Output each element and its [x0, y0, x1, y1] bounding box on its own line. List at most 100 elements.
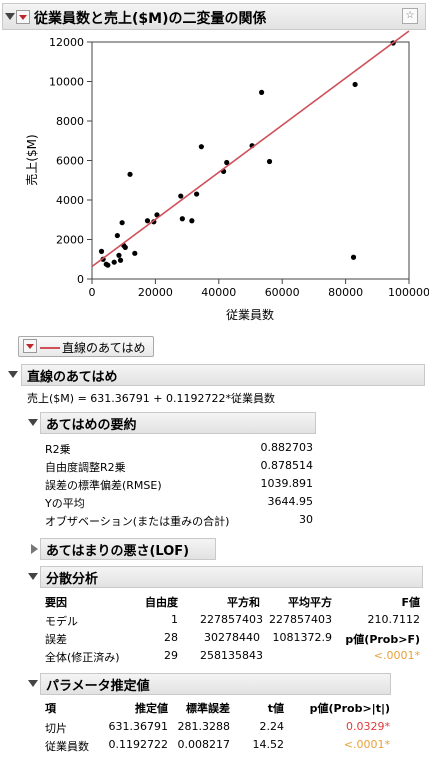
params-title: パラメータ推定値: [46, 679, 150, 694]
summary-value: 3644.95: [267, 495, 314, 508]
summary-value: 1039.891: [260, 477, 314, 490]
axis-ticks: 0 20000 40000 60000 80000 100000 0 2000 4000 6000…: [49, 36, 429, 299]
data-point[interactable]: [266, 158, 273, 165]
params-cell: 切片: [45, 722, 67, 735]
params-cell: 0.0329*: [346, 720, 390, 733]
summary-value: 30: [299, 513, 313, 526]
data-point[interactable]: [144, 218, 151, 224]
fit-collapse-icon[interactable]: [8, 371, 18, 378]
x-tick-label: 20000: [138, 286, 173, 299]
anova-header-cell: 平方和: [227, 596, 260, 609]
params-cell: 281.3288: [177, 720, 231, 733]
data-point[interactable]: [179, 216, 185, 222]
x-tick-label: 100000: [388, 286, 429, 299]
params-header-cell: 標準誤差: [186, 702, 230, 715]
red-triangle-menu-button[interactable]: [16, 10, 30, 24]
lof-header[interactable]: [40, 538, 216, 560]
anova-cell: 誤差: [45, 633, 67, 646]
summary-value: 0.882703: [260, 441, 314, 454]
params-cell: <.0001*: [343, 738, 390, 751]
params-cell: 2.24: [259, 720, 285, 733]
y-axis-label: 売上($M): [24, 134, 39, 185]
fit-section-title: 直線のあてはめ: [27, 370, 118, 385]
summary-title: あてはめの要約: [46, 418, 137, 433]
data-point[interactable]: [122, 244, 128, 250]
scatter-chart: 0 20000 40000 60000 80000 100000 0 2000 4000 6000…: [24, 30, 429, 322]
params-cell: 0.008217: [177, 738, 231, 751]
summary-value: 0.878514: [260, 459, 314, 472]
data-point[interactable]: [117, 257, 124, 263]
anova-cell: 210.7112: [367, 613, 421, 626]
anova-cell: 1: [171, 613, 178, 626]
y-tick-label: 6000: [56, 155, 84, 168]
anova-cell: モデル: [45, 615, 78, 628]
anova-cell: 30278440: [204, 631, 260, 644]
anova-header-cell: 平均平方: [288, 596, 332, 609]
legend-line-swatch: [40, 347, 60, 349]
data-point[interactable]: [105, 262, 111, 268]
lof-expand-icon[interactable]: [31, 544, 38, 554]
data-point[interactable]: [224, 159, 230, 166]
data-point[interactable]: [98, 248, 105, 254]
data-point[interactable]: [127, 171, 133, 177]
summary-header[interactable]: [40, 412, 316, 434]
anova-cell: 1081372.9: [272, 631, 333, 644]
summary-label: オブザベーション(または重みの合計): [45, 515, 230, 528]
fit-section-header[interactable]: [21, 364, 425, 386]
anova-cell: 227857403: [200, 613, 263, 626]
anova-header-cell: F値: [401, 596, 420, 609]
anova-cell: 29: [164, 649, 178, 662]
y-tick-label: 4000: [56, 194, 84, 207]
data-point[interactable]: [350, 254, 357, 260]
params-cell: 14.52: [252, 738, 285, 751]
anova-title: 分散分析: [46, 572, 99, 587]
anova-cell: 258135843: [200, 649, 263, 662]
data-point[interactable]: [352, 81, 358, 88]
legend-label: 直線のあてはめ: [62, 341, 146, 355]
data-point[interactable]: [111, 259, 117, 265]
anova-cell: p値(Prob>F): [345, 633, 420, 646]
anova-cell: 28: [164, 631, 178, 644]
params-cell: 631.36791: [108, 720, 169, 733]
report-title: 従業員数と売上($M)の二変量の関係: [34, 11, 267, 27]
fit-menu-button[interactable]: [23, 339, 37, 353]
anova-header-cell: 自由度: [145, 596, 178, 609]
collapse-icon[interactable]: [5, 13, 15, 20]
data-point[interactable]: [154, 212, 160, 218]
anova-cell: <.0001*: [373, 649, 420, 662]
summary-label: Yの平均: [45, 497, 85, 510]
params-header[interactable]: [40, 673, 391, 695]
x-tick-label: 40000: [201, 286, 236, 299]
x-tick-label: 80000: [328, 286, 363, 299]
report-title-bar: [2, 3, 426, 30]
fit-line: [91, 30, 410, 268]
anova-cell: 全体(修正済み): [45, 651, 120, 664]
anova-header[interactable]: [40, 566, 423, 588]
summary-label: 自由度調整R2乗: [45, 461, 126, 474]
data-point[interactable]: [114, 232, 120, 239]
data-point[interactable]: [189, 218, 195, 224]
params-header-cell: 推定値: [135, 702, 168, 715]
data-point[interactable]: [116, 252, 122, 258]
lof-title: あてはまりの悪さ(LOF): [46, 544, 190, 559]
fit-legend-button[interactable]: [18, 336, 154, 357]
data-point[interactable]: [119, 220, 125, 226]
data-point[interactable]: [258, 89, 265, 95]
params-collapse-icon[interactable]: [28, 680, 38, 687]
y-tick-label: 2000: [56, 234, 84, 247]
data-point[interactable]: [178, 193, 184, 199]
x-tick-label: 60000: [265, 286, 300, 299]
summary-label: 誤差の標準偏差(RMSE): [45, 479, 162, 492]
summary-collapse-icon[interactable]: [28, 419, 38, 426]
y-tick-label: 8000: [56, 115, 84, 128]
data-point[interactable]: [194, 191, 200, 197]
anova-cell: 227857403: [269, 613, 332, 626]
anova-collapse-icon[interactable]: [28, 573, 38, 580]
params-cell: 従業員数: [45, 740, 89, 753]
pin-icon[interactable]: ☆: [402, 8, 418, 24]
x-axis-label: 従業員数: [226, 307, 274, 322]
data-point[interactable]: [132, 250, 138, 256]
fit-equation: 売上($M) = 631.36791 + 0.1192722*従業員数: [27, 392, 275, 405]
anova-header-cell: 要因: [45, 596, 67, 609]
data-point[interactable]: [198, 144, 204, 150]
